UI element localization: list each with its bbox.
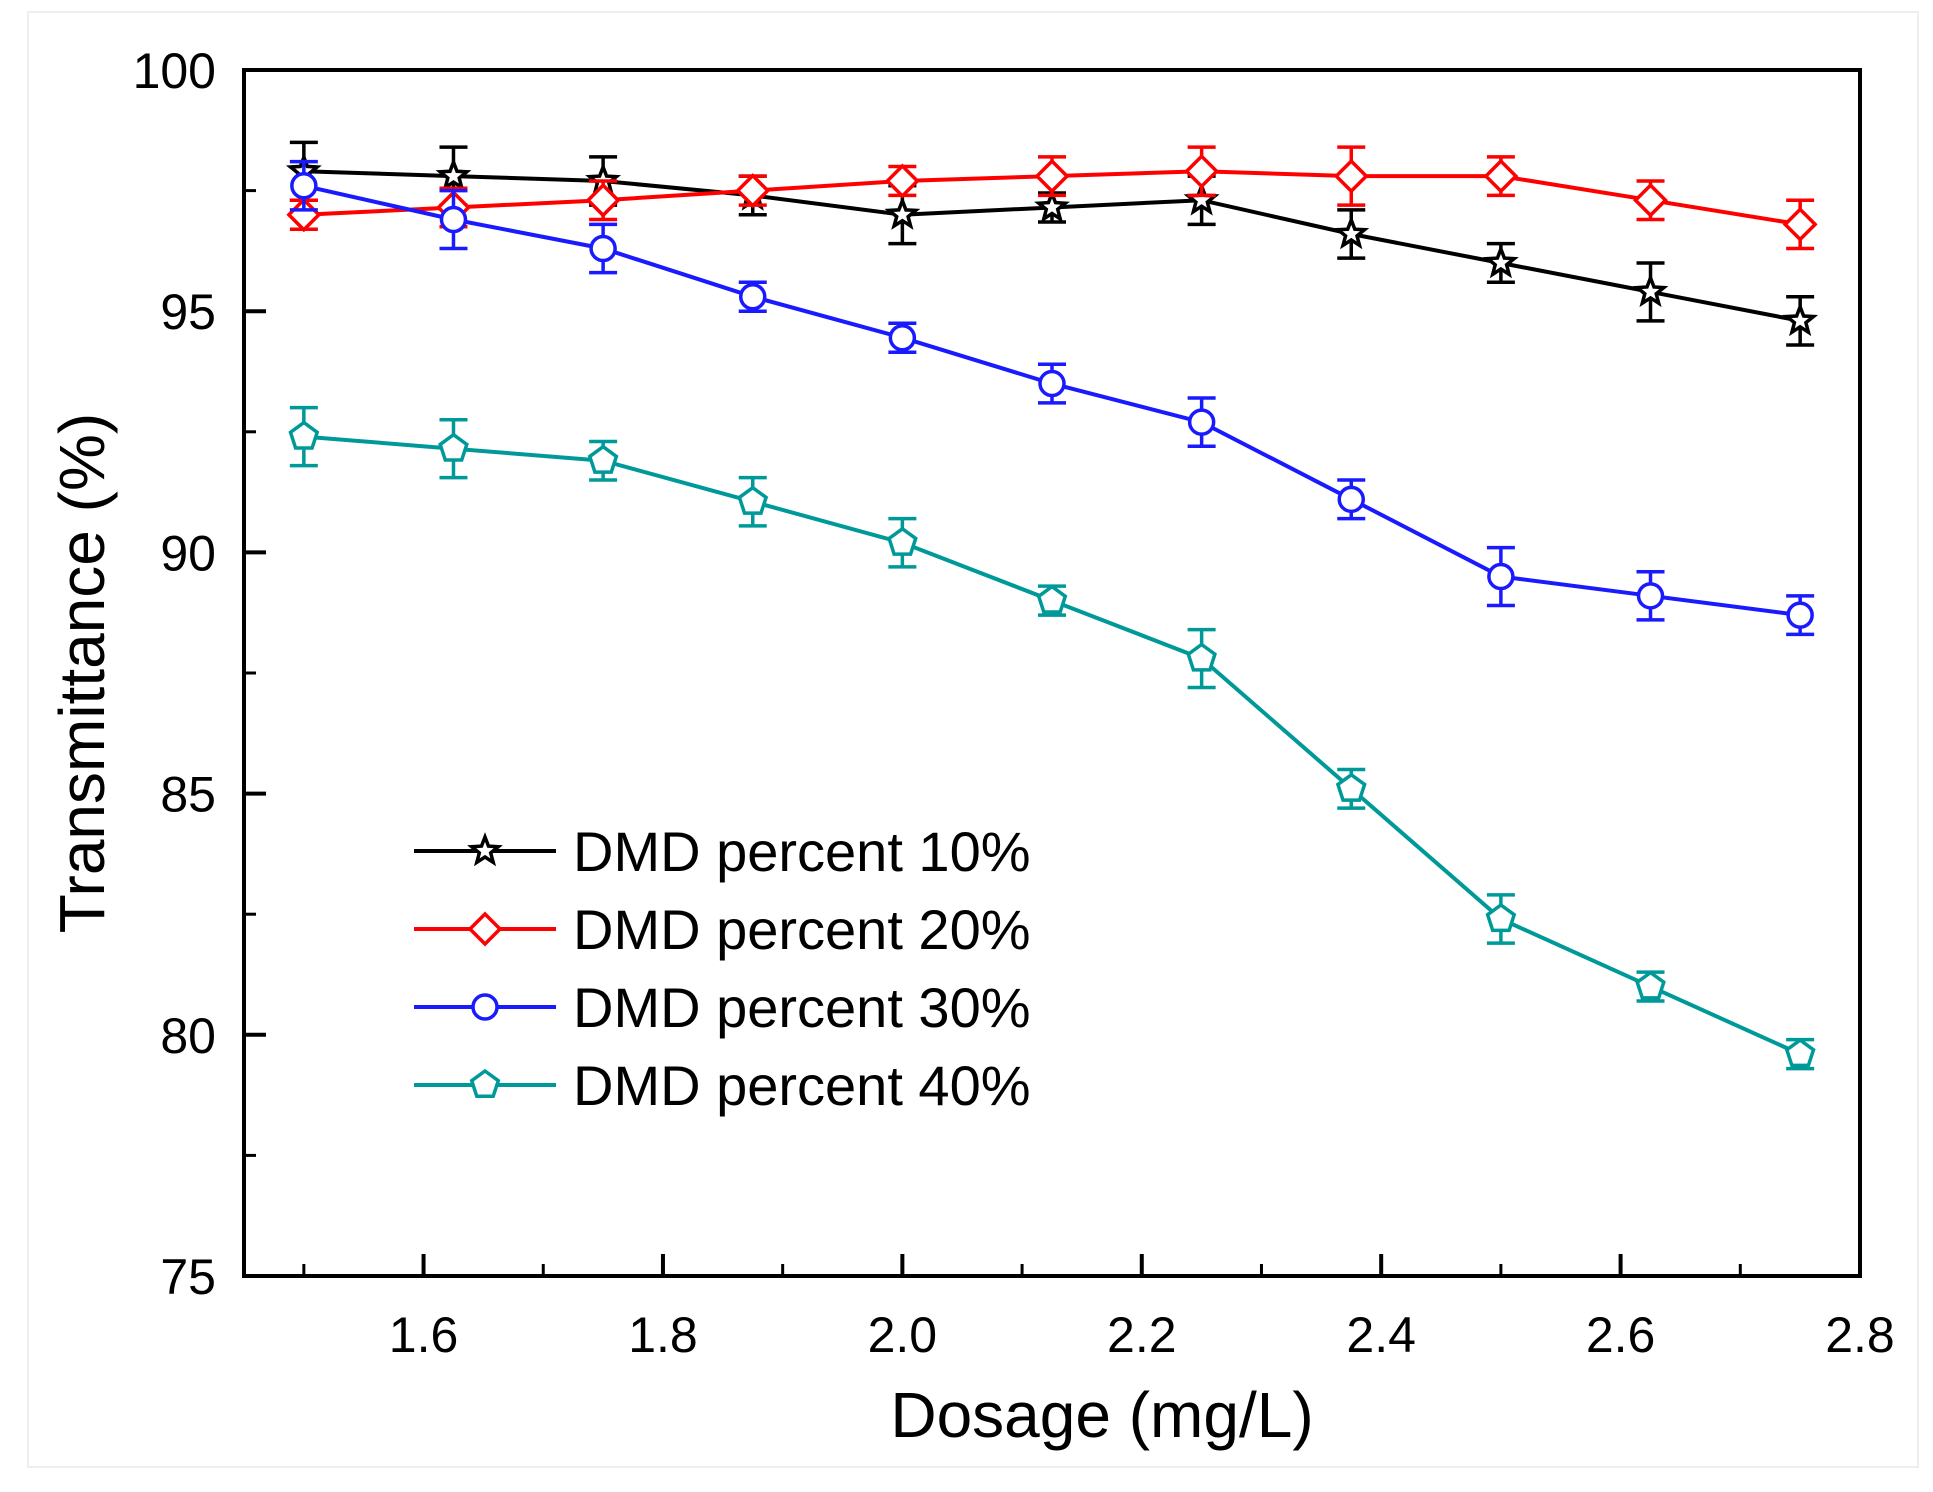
data-point [589,234,617,263]
legend: DMD percent 10% DMD percent 20% DMD percen… [414,820,1031,1117]
data-point [1036,584,1068,614]
data-point [1633,182,1668,218]
data-point [737,485,769,515]
data-point [1786,601,1814,629]
data-point [1632,273,1669,308]
y-tick-label: 100 [133,43,216,99]
legend-label: DMD percent 20% [573,898,1031,961]
data-point [1636,582,1665,610]
data-point [435,157,472,192]
data-point [1038,369,1066,398]
data-point [1337,485,1366,514]
legend-marker [467,911,503,947]
legend-marker [469,1068,501,1099]
legend-label: DMD percent 10% [573,820,1031,883]
legend-label: DMD percent 40% [573,1054,1031,1117]
data-point [1635,970,1666,1000]
series-dmd-percent-20 [286,145,1818,251]
data-point [1782,206,1818,242]
data-point [438,432,469,462]
data-point [1483,158,1519,194]
legend-item-dmd-percent-30: DMD percent 30% [414,976,1031,1039]
y-tick-label: 90 [160,525,216,581]
legend-item-dmd-percent-20: DMD percent 20% [414,898,1031,961]
y-tick-label: 95 [160,284,216,340]
data-point [884,195,921,230]
data-point [1782,301,1819,337]
data-point [288,420,320,450]
x-tick-label: 2.0 [868,1307,938,1363]
x-tick-label: 1.8 [628,1307,698,1363]
data-point [439,205,468,234]
data-point [888,323,917,352]
x-tick-label: 1.6 [389,1307,459,1363]
x-tick-label: 2.6 [1586,1307,1656,1363]
data-point [587,444,619,474]
data-point [1485,902,1517,933]
data-point [738,282,767,311]
data-point [585,182,621,218]
y-tick-label: 85 [160,767,216,823]
data-point [1482,244,1519,279]
data-point [1034,158,1070,194]
y-tick-label: 75 [160,1249,216,1305]
data-point [1333,158,1369,194]
data-point [1487,562,1515,591]
data-point [884,163,920,199]
data-point [1784,1037,1816,1068]
x-tick-label: 2.8 [1825,1307,1895,1363]
x-tick-label: 2.2 [1107,1307,1177,1363]
legend-item-dmd-percent-10: DMD percent 10% [414,820,1031,883]
y-tick-label: 80 [160,1008,216,1064]
data-point [1034,188,1070,223]
data-point [1186,642,1217,672]
legend-label: DMD percent 30% [573,976,1031,1039]
data-point [1335,772,1367,802]
data-point [735,173,771,209]
x-axis-label: Dosage (mg/L) [890,1379,1313,1451]
legend-item-dmd-percent-40: DMD percent 40% [414,1054,1031,1117]
data-point [887,526,918,556]
legend-marker [471,993,499,1021]
data-point [290,172,318,200]
series-dmd-percent-40 [288,405,1816,1071]
figure-frame [27,11,1919,1468]
data-point [1333,215,1370,250]
y-axis-label: Transmittance (%) [46,413,118,933]
data-point [1187,408,1216,436]
series-dmd-percent-30 [289,159,1815,637]
data-point [1184,153,1220,189]
legend-marker [467,832,503,867]
x-tick-label: 2.4 [1346,1307,1416,1363]
